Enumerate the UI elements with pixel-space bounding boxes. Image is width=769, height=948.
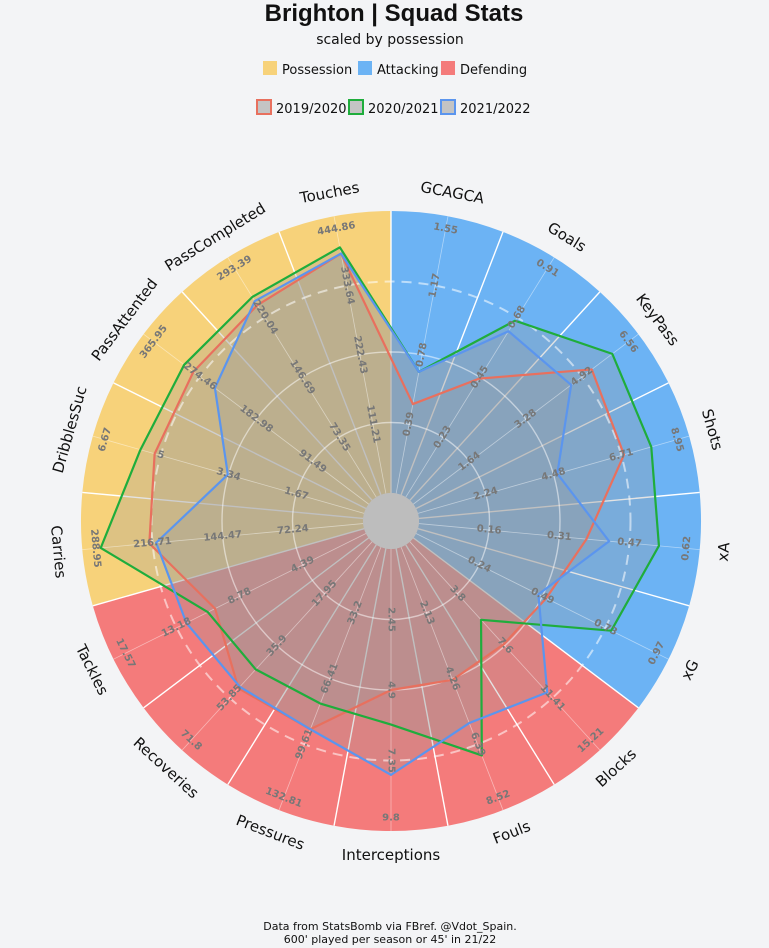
legend-swatch-attacking	[358, 61, 372, 75]
category-label-gcagca: GCAGCA	[419, 178, 486, 208]
tick-label: 4.9	[386, 681, 397, 699]
legend-swatch-defending	[441, 61, 455, 75]
footer-note: 600' played per season or 45' in 21/22	[284, 933, 496, 946]
category-label-xa: xA	[714, 541, 734, 562]
series-fill-0	[149, 253, 625, 730]
sector-passattented	[113, 291, 373, 509]
series-line-1	[99, 246, 661, 757]
category-label-goals: Goals	[544, 218, 589, 255]
legend-label-attacking: Attacking	[377, 63, 439, 78]
tick-label: 1.17	[427, 272, 442, 298]
tick-label: 144.47	[203, 529, 242, 544]
tick-label: 0.78	[414, 342, 429, 368]
category-label-dribblessuc: DribblesSuc	[49, 384, 91, 475]
legend-swatch-season-2	[440, 99, 456, 115]
max-value-label: 0.62	[680, 536, 693, 562]
legend-swatch-season-1	[348, 99, 364, 115]
category-label-touches: Touches	[297, 178, 361, 207]
radar-plot-area: 0.390.781.171.55GCAGCA0.230.450.680.91Go…	[47, 178, 733, 864]
max-value-label: 9.8	[382, 813, 400, 824]
tick-label: 2.45	[386, 607, 397, 632]
max-value-label: 288.95	[88, 529, 103, 568]
grid-ring	[291, 421, 491, 621]
sector-gcagca	[391, 211, 503, 495]
tick-label: 0.31	[546, 530, 572, 543]
tick-label: 0.39	[401, 411, 416, 437]
category-label-xg: xG	[677, 657, 702, 683]
tick-label: 5	[156, 449, 166, 461]
category-label-tackles: Tackles	[71, 641, 112, 698]
legend-label-season-1: 2020/2021	[368, 102, 439, 117]
tick-label: 216.71	[133, 536, 172, 551]
sector-tackles	[92, 528, 369, 708]
legend-label-season-0: 2019/2020	[276, 102, 347, 117]
category-label-fouls: Fouls	[490, 817, 533, 848]
legend-label-possession: Possession	[282, 63, 352, 78]
legend-swatch-possession	[263, 61, 277, 75]
series-line-2	[155, 252, 611, 776]
sector-passcompleted	[182, 231, 381, 501]
tick-label: 0.47	[617, 536, 643, 549]
sector-recoveries	[143, 537, 377, 785]
category-label-carries: Carries	[47, 525, 70, 580]
category-label-blocks: Blocks	[592, 745, 640, 791]
tick-label: 72.24	[277, 523, 310, 537]
group-legend: Possession Attacking Defending	[263, 61, 527, 78]
sector-pressures	[227, 544, 386, 826]
chart-title: Brighton | Squad Stats	[265, 0, 524, 27]
center-hub	[363, 493, 419, 549]
legend-swatch-season-0	[256, 99, 272, 115]
chart-subtitle: scaled by possession	[316, 32, 464, 48]
tick-label: 0.16	[476, 523, 502, 536]
tick-label: 7.35	[386, 748, 397, 773]
legend-label-defending: Defending	[460, 63, 527, 78]
sector-xg	[413, 528, 690, 708]
max-value-label: 1.55	[432, 221, 458, 236]
category-label-shots: Shots	[698, 407, 727, 452]
category-label-interceptions: Interceptions	[342, 846, 441, 864]
sector-goals	[401, 231, 600, 501]
series-line-0	[148, 252, 626, 731]
sector-blocks	[405, 537, 639, 785]
season-legend: 2019/2020 2020/2021 2021/2022	[256, 99, 531, 117]
legend-label-season-2: 2021/2022	[460, 102, 531, 117]
sector-shots	[416, 382, 700, 519]
category-label-pressures: Pressures	[234, 811, 308, 854]
footer-source: Data from StatsBomb via FBref. @Vdot_Spa…	[263, 920, 516, 933]
sector-keypass	[409, 291, 669, 509]
